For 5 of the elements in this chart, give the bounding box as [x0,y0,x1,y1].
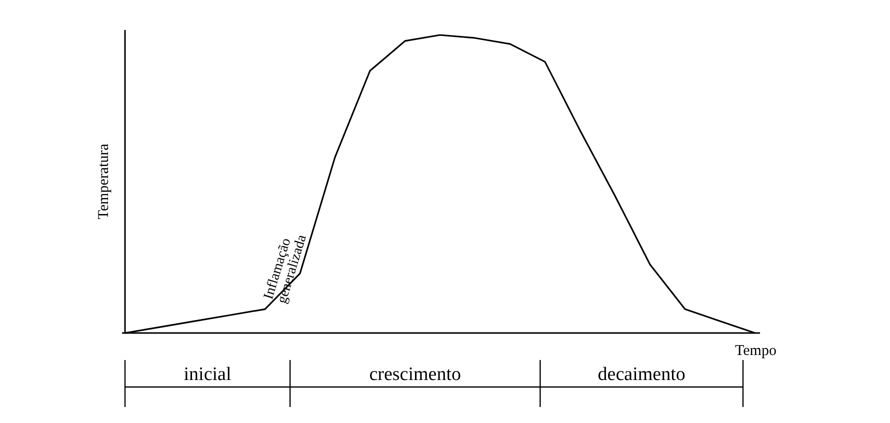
x-axis-title: Tempo [735,343,776,359]
text: inicial [184,364,232,385]
y-axis-title: Temperatura [96,143,112,220]
text: decaimento [598,364,686,385]
text: crescimento [369,364,462,385]
